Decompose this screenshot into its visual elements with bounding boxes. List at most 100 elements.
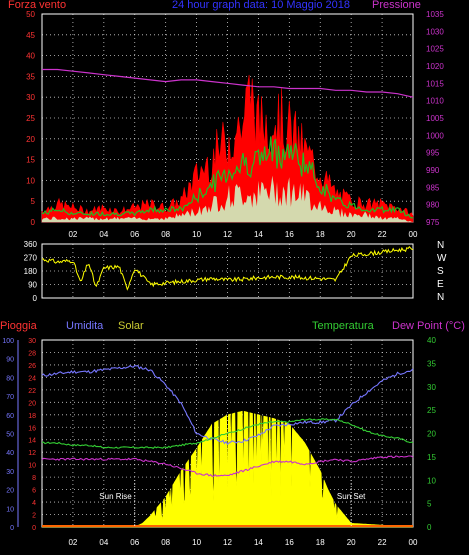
compass-label-e: E <box>437 279 444 290</box>
wind-y-tick-label: 50 <box>26 10 35 19</box>
wind-direction-line <box>41 246 414 291</box>
compass-label-s: S <box>437 266 444 277</box>
direction-y-tick-label: 270 <box>24 254 38 263</box>
humidity-tick-label: 0 <box>10 525 14 532</box>
humidity-tick-label: 100 <box>2 338 14 345</box>
rain-tick-label: 20 <box>28 400 36 407</box>
wind-y-tick-label: 10 <box>26 176 35 185</box>
rain-x-tick-label: 22 <box>378 538 387 547</box>
rain-x-tick-label: 18 <box>316 538 325 547</box>
pressure-tick-label: 1005 <box>426 114 444 123</box>
humidity-tick-label: 20 <box>6 488 14 495</box>
rain-tick-label: 18 <box>28 413 36 420</box>
wind-y-tick-label: 45 <box>26 31 35 40</box>
humidity-line <box>41 364 414 446</box>
sunset-label: Sun Set <box>337 492 366 501</box>
temperature-tick-label: 0 <box>427 523 432 532</box>
pressure-tick-label: 980 <box>426 201 440 210</box>
wind-x-tick-label: 14 <box>254 230 263 239</box>
pressure-tick-label: 1015 <box>426 79 444 88</box>
pressure-tick-label: 1025 <box>426 45 444 54</box>
wind-x-tick-label: 02 <box>68 230 77 239</box>
temperature-tick-label: 10 <box>427 476 436 485</box>
humidity-tick-label: 80 <box>6 375 14 382</box>
wind-y-tick-label: 40 <box>26 52 35 61</box>
rain-tick-label: 4 <box>32 500 36 507</box>
temperature-tick-label: 15 <box>427 453 436 462</box>
pressure-line <box>42 68 414 98</box>
wind-x-tick-label: 16 <box>285 230 294 239</box>
temperature-tick-label: 20 <box>427 430 436 439</box>
rain-tick-label: 10 <box>28 463 36 470</box>
rain-x-tick-label: 06 <box>130 538 139 547</box>
temperature-tick-label: 30 <box>427 383 436 392</box>
temperature-tick-label: 25 <box>427 406 436 415</box>
pressure-tick-label: 990 <box>426 166 440 175</box>
wind-y-tick-label: 5 <box>31 197 36 206</box>
rain-label: Pioggia <box>0 320 37 332</box>
rain-tick-label: 28 <box>28 350 36 357</box>
solar-label: Solar <box>118 320 144 332</box>
rain-tick-label: 26 <box>28 363 36 370</box>
humidity-tick-label: 40 <box>6 450 14 457</box>
compass-label-n: N <box>437 240 444 251</box>
rain-x-tick-label: 04 <box>99 538 108 547</box>
rain-x-tick-label: 14 <box>254 538 263 547</box>
rain-tick-label: 2 <box>32 513 36 520</box>
rain-x-tick-label: 20 <box>347 538 356 547</box>
pressure-tick-label: 1020 <box>426 62 444 71</box>
compass-label-w: W <box>437 253 447 264</box>
pressure-tick-label: 1010 <box>426 97 444 106</box>
rain-tick-label: 16 <box>28 425 36 432</box>
rain-x-tick-label: 02 <box>68 538 77 547</box>
pressure-tick-label: 1035 <box>426 10 444 19</box>
wind-avg-line <box>41 136 414 219</box>
wind-y-tick-label: 15 <box>26 156 35 165</box>
humidity-tick-label: 60 <box>6 413 14 420</box>
pressure-tick-label: 1000 <box>426 131 444 140</box>
chart-title: 24 hour graph data: 10 Maggio 2018 <box>172 0 350 11</box>
dew-point-line <box>41 455 414 477</box>
wind-y-tick-label: 35 <box>26 72 35 81</box>
rain-tick-label: 0 <box>32 525 36 532</box>
wind-y-tick-label: 25 <box>26 114 35 123</box>
rain-tick-label: 6 <box>32 488 36 495</box>
wind-y-tick-label: 0 <box>31 218 36 227</box>
wind-x-tick-label: 12 <box>223 230 232 239</box>
pressure-tick-label: 995 <box>426 149 440 158</box>
wind-y-tick-label: 30 <box>26 93 35 102</box>
wind-x-tick-label: 18 <box>316 230 325 239</box>
rain-tick-label: 8 <box>32 475 36 482</box>
humidity-label: Umidita <box>66 320 104 332</box>
temperature-tick-label: 40 <box>427 336 436 345</box>
rain-tick-label: 12 <box>28 450 36 457</box>
rain-tick-label: 14 <box>28 438 36 445</box>
temperature-tick-label: 5 <box>427 500 432 509</box>
wind-x-tick-label: 20 <box>347 230 356 239</box>
rain-x-tick-label: 12 <box>223 538 232 547</box>
temperature-label: Temperatura <box>312 320 374 332</box>
temperature-tick-label: 35 <box>427 359 436 368</box>
direction-y-tick-label: 360 <box>24 240 38 249</box>
pressure-tick-label: 1030 <box>426 27 444 36</box>
pressure-tick-label: 985 <box>426 183 440 192</box>
wind-gust-area <box>41 74 414 223</box>
wind-x-tick-label: 06 <box>130 230 139 239</box>
rain-x-tick-label: 10 <box>192 538 201 547</box>
rain-tick-label: 22 <box>28 388 36 395</box>
rain-x-tick-label: 16 <box>285 538 294 547</box>
dew-point-label: Dew Point (°C) <box>392 320 465 332</box>
pressure-tick-label: 975 <box>426 218 440 227</box>
wind-min-area <box>42 175 413 222</box>
humidity-tick-label: 70 <box>6 394 14 401</box>
humidity-tick-label: 30 <box>6 469 14 476</box>
direction-y-tick-label: 90 <box>28 281 37 290</box>
rain-tick-label: 30 <box>28 338 36 345</box>
wind-force-label: Forza vento <box>8 0 67 11</box>
wind-x-tick-label: 00 <box>409 230 418 239</box>
rain-x-tick-label: 08 <box>161 538 170 547</box>
humidity-tick-label: 10 <box>6 506 14 513</box>
humidity-tick-label: 90 <box>6 357 14 364</box>
humidity-tick-label: 50 <box>6 432 14 439</box>
